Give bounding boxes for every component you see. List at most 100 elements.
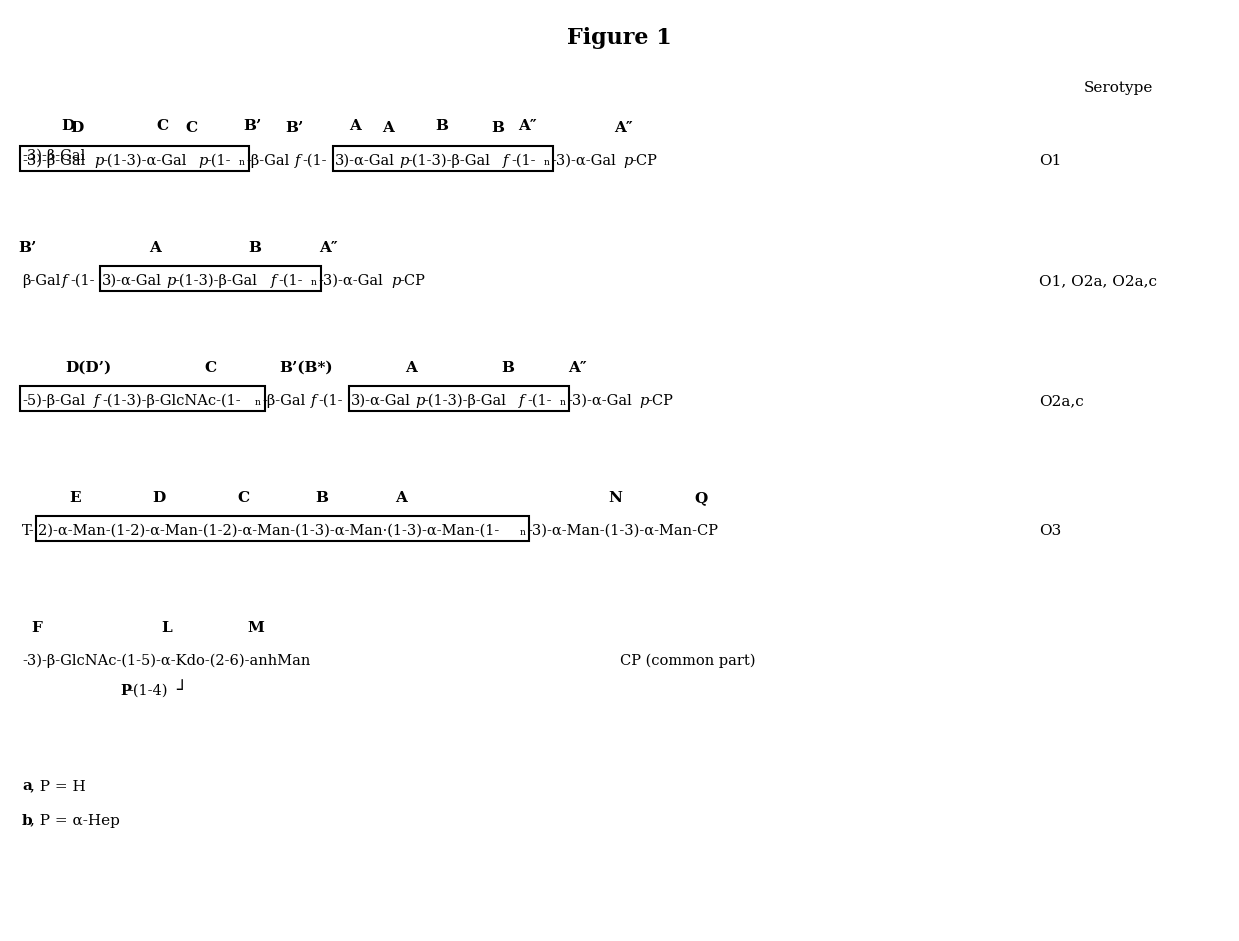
Bar [333, 146, 554, 171]
Text: O2a,c: O2a,c [1040, 394, 1084, 408]
Text: F: F [31, 621, 42, 635]
Text: -(1-: -(1- [207, 154, 230, 168]
Text: A: A [382, 121, 394, 135]
Text: p: p [198, 154, 208, 168]
Text: 3)-α-Gal: 3)-α-Gal [351, 394, 411, 408]
Text: -3)-β-Gal: -3)-β-Gal [22, 153, 85, 168]
Text: B’: B’ [17, 241, 36, 255]
Text: L: L [161, 621, 172, 635]
Text: A″: A″ [519, 119, 538, 133]
Text: 2)-α-Man-(1-2)-α-Man-(1-2)-α-Man-(1-3)-α-Man·(1-3)-α-Man-(1-: 2)-α-Man-(1-2)-α-Man-(1-2)-α-Man-(1-3)-α… [38, 524, 499, 538]
Text: 3)-α-Gal: 3)-α-Gal [335, 154, 395, 168]
Bar [100, 266, 321, 291]
Text: P: P [120, 684, 131, 698]
Text: f: f [94, 394, 99, 408]
Text: -CP: -CP [399, 274, 425, 288]
Text: -3)-α-Gal: -3)-α-Gal [551, 154, 616, 168]
Text: B’: B’ [285, 121, 304, 135]
Text: a: a [22, 779, 32, 793]
Text: f: f [295, 154, 300, 168]
Text: B: B [492, 121, 504, 135]
Text: C: C [204, 361, 217, 375]
Text: β-Gal: β-Gal [22, 274, 61, 288]
Text: A: A [405, 361, 416, 375]
Text: C: C [186, 121, 197, 135]
Text: Figure 1: Figure 1 [567, 27, 672, 49]
Text: B: B [501, 361, 514, 375]
Text: f: f [519, 394, 524, 408]
Text: -CP: -CP [648, 394, 674, 408]
Text: p: p [623, 154, 633, 168]
Text: D(D’): D(D’) [66, 361, 112, 375]
Text: -β-Gal: -β-Gal [247, 154, 290, 168]
Text: B: B [435, 119, 449, 133]
Text: p: p [94, 154, 104, 168]
Text: p: p [639, 394, 649, 408]
Text: ₙ: ₙ [519, 524, 525, 538]
Text: D: D [152, 491, 166, 505]
Text: Serotype: Serotype [1084, 81, 1154, 95]
Text: -(1-3)-β-GlcNAc-(1-: -(1-3)-β-GlcNAc-(1- [102, 393, 240, 408]
Text: p: p [415, 394, 425, 408]
Bar [20, 386, 265, 411]
Text: -(1-: -(1- [279, 274, 304, 288]
Text: ₙ: ₙ [311, 274, 317, 288]
Text: 3)-α-Gal: 3)-α-Gal [102, 274, 162, 288]
Text: T-: T- [22, 524, 35, 538]
Text: , P = α-Hep: , P = α-Hep [31, 814, 120, 828]
Text: -(1-4): -(1-4) [128, 684, 167, 698]
Text: b: b [22, 814, 32, 828]
Text: -3)-α-Gal: -3)-α-Gal [567, 394, 632, 408]
Text: E: E [69, 491, 82, 505]
Text: -3)-α-Gal: -3)-α-Gal [318, 274, 384, 288]
Text: -(1-: -(1- [512, 154, 535, 168]
Bar [20, 146, 249, 171]
Bar [349, 386, 570, 411]
Text: O1: O1 [1040, 154, 1062, 168]
Text: A″: A″ [615, 121, 633, 135]
Text: -CP: -CP [632, 154, 658, 168]
Text: f: f [62, 274, 67, 288]
Text: -β-Gal: -β-Gal [263, 394, 306, 408]
Text: p: p [392, 274, 400, 288]
Text: -(1-3)-β-Gal: -(1-3)-β-Gal [175, 274, 258, 288]
Text: O3: O3 [1040, 524, 1062, 538]
Text: -(1-: -(1- [302, 154, 327, 168]
Text: ₙ: ₙ [239, 154, 245, 168]
Text: ₙ: ₙ [544, 154, 550, 168]
Text: B: B [248, 241, 261, 255]
Text: C: C [156, 119, 169, 133]
Text: -(1-3)-β-Gal: -(1-3)-β-Gal [406, 153, 489, 168]
Text: , P = H: , P = H [31, 779, 87, 793]
Text: D: D [71, 121, 84, 135]
Text: Q: Q [694, 491, 707, 505]
Text: B’: B’ [243, 119, 261, 133]
Text: -3)-β-Gal: -3)-β-Gal [22, 149, 85, 163]
Text: ┘: ┘ [176, 682, 187, 699]
Text: -3)-β-GlcNAc-(1-5)-α-Kdo-(2-6)-anhMan: -3)-β-GlcNAc-(1-5)-α-Kdo-(2-6)-anhMan [22, 654, 311, 668]
Text: -5)-β-Gal: -5)-β-Gal [22, 393, 85, 408]
Text: B’(B*): B’(B*) [279, 361, 332, 375]
Text: N: N [608, 491, 622, 505]
Text: p: p [166, 274, 176, 288]
Text: CP (common part): CP (common part) [620, 654, 755, 668]
Text: ₙ: ₙ [254, 394, 261, 408]
Text: A″: A″ [320, 241, 338, 255]
Text: A: A [349, 119, 361, 133]
Text: f: f [270, 274, 276, 288]
Text: f: f [503, 154, 509, 168]
Text: -3)-α-Man-(1-3)-α-Man-CP: -3)-α-Man-(1-3)-α-Man-CP [528, 524, 719, 538]
Text: -(1-: -(1- [71, 274, 94, 288]
Text: A: A [395, 491, 406, 505]
Text: A″: A″ [567, 361, 587, 375]
Text: p: p [399, 154, 409, 168]
Text: -(1-: -(1- [318, 394, 343, 408]
Text: f: f [311, 394, 316, 408]
Bar [36, 516, 529, 541]
Text: B: B [316, 491, 328, 505]
Text: -(1-: -(1- [528, 394, 551, 408]
Text: D: D [62, 119, 74, 133]
Text: O1, O2a, O2a,c: O1, O2a, O2a,c [1040, 274, 1157, 288]
Text: C: C [237, 491, 249, 505]
Text: M: M [247, 621, 264, 635]
